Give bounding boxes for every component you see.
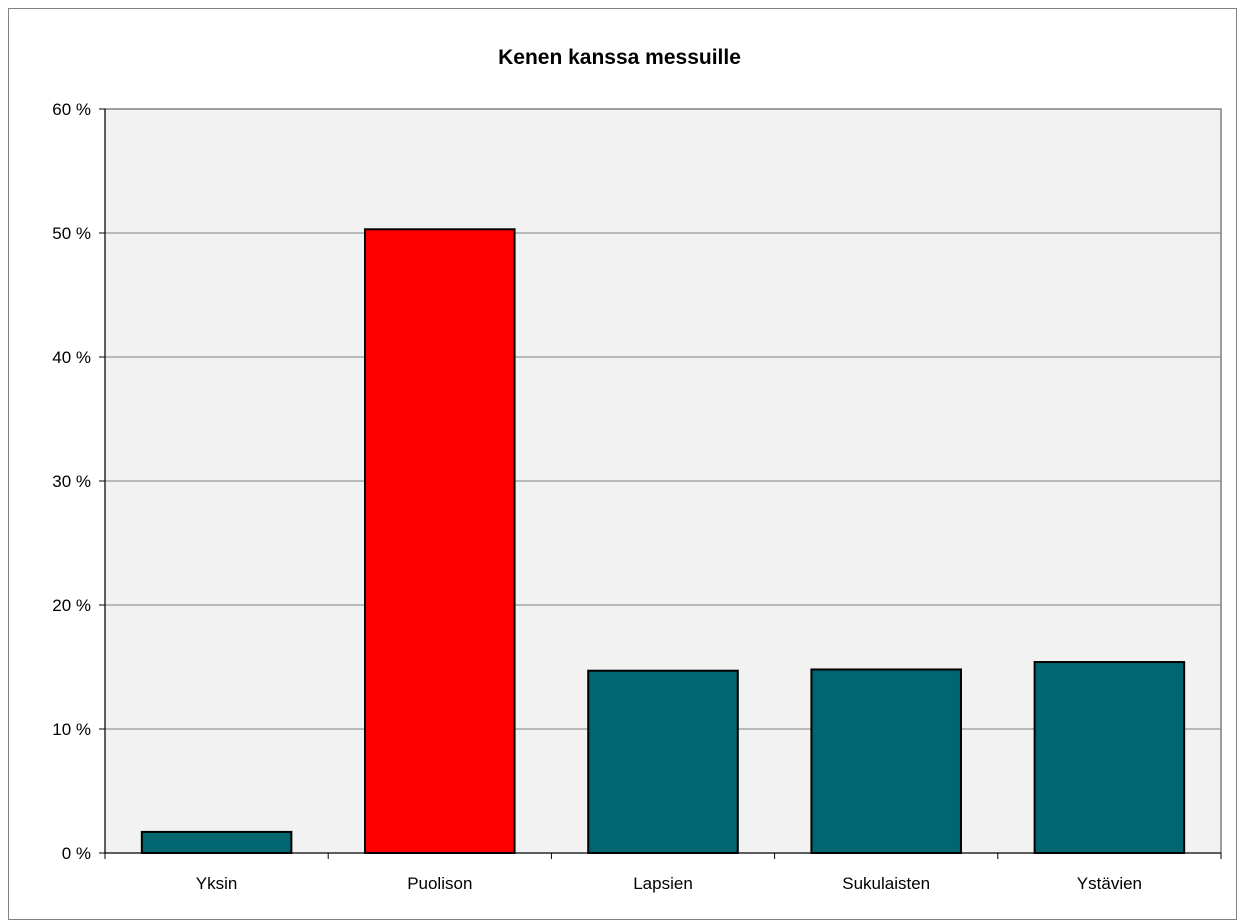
y-tick-label: 30 % [52, 472, 91, 491]
y-tick-label: 60 % [52, 100, 91, 119]
x-tick-label: Puolison [407, 874, 472, 893]
y-tick-label: 10 % [52, 720, 91, 739]
bar-puolison [364, 228, 516, 854]
x-tick-label: Yksin [196, 874, 238, 893]
bar-sukulaisten [810, 668, 962, 854]
x-tick-label: Sukulaisten [842, 874, 930, 893]
bar-ystävien [1033, 661, 1186, 854]
x-tick-label: Lapsien [633, 874, 693, 893]
y-tick-label: 40 % [52, 348, 91, 367]
bar-lapsien [587, 669, 739, 854]
chart-title: Kenen kanssa messuille [498, 46, 741, 69]
y-tick-label: 20 % [52, 596, 91, 615]
y-tick-label: 50 % [52, 224, 91, 243]
y-tick-label: 0 % [62, 844, 91, 863]
x-tick-label: Ystävien [1077, 874, 1142, 893]
bar-yksin [140, 830, 293, 854]
